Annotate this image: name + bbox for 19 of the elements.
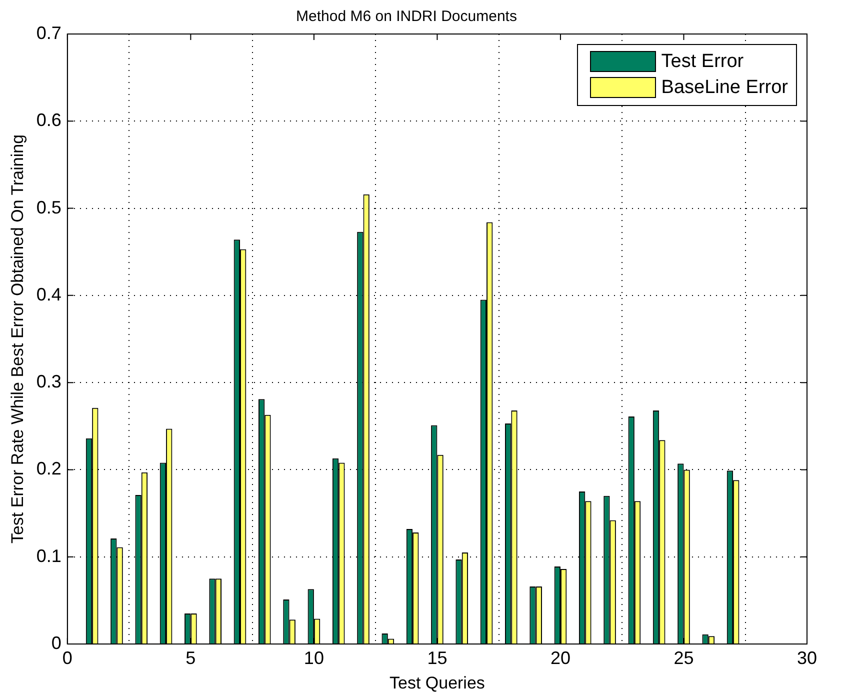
x-tick-label: 30 <box>796 648 818 668</box>
y-tick-label: 0.1 <box>36 546 62 566</box>
y-tick-label: 0.5 <box>36 197 62 218</box>
x-tick-label: 25 <box>674 648 694 668</box>
y-tick-label: 0.4 <box>36 284 62 304</box>
y-tick-label: 0.2 <box>36 458 62 479</box>
chart-title: Method M6 on INDRI Documents <box>296 8 517 26</box>
legend-label: Test Error <box>661 51 744 72</box>
y-tick-label: 0.6 <box>36 110 62 130</box>
x-tick-label: 10 <box>304 648 324 668</box>
y-tick-label: 0 <box>51 632 62 653</box>
y-axis-title: Test Error Rate While Best Error Obtained On Training <box>8 134 27 544</box>
x-tick-label: 15 <box>427 648 448 668</box>
x-axis-title: Test Queries <box>389 673 485 692</box>
x-tick-label: 5 <box>186 648 196 668</box>
x-tick-label: 20 <box>550 648 570 668</box>
y-tick-label: 0.7 <box>36 22 62 43</box>
y-tick-label: 0.3 <box>36 372 62 392</box>
legend-label: BaseLine Error <box>661 77 788 98</box>
